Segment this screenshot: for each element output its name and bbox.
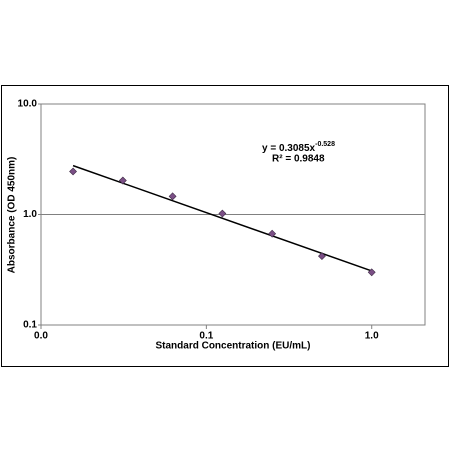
data-point (367, 268, 376, 277)
x-axis-label: Standard Concentration (EU/mL) (155, 341, 310, 352)
equation-exponent: -0.528 (315, 141, 335, 148)
y-tick-label: 10.0 (18, 99, 38, 110)
data-point (118, 176, 127, 185)
y-axis-label: Absorbance (OD 450nm) (7, 157, 18, 274)
equation: y = 0.3085x (262, 143, 316, 154)
x-tick-label: 0.1 (199, 331, 213, 342)
r-squared: R² = 0.9848 (272, 154, 325, 165)
y-tick-label: 1.0 (23, 209, 37, 220)
chart-frame (1, 85, 449, 367)
y-tick-label: 0.1 (23, 320, 37, 331)
data-point (318, 252, 326, 261)
data-point (268, 229, 277, 238)
x-tick-label: 1.0 (365, 331, 379, 342)
trendline-equation: y = 0.3085x-0.528 (262, 141, 335, 154)
data-point (218, 209, 227, 218)
x-tick-label: 0.0 (34, 331, 48, 342)
data-point (69, 167, 77, 176)
data-point (168, 192, 177, 201)
